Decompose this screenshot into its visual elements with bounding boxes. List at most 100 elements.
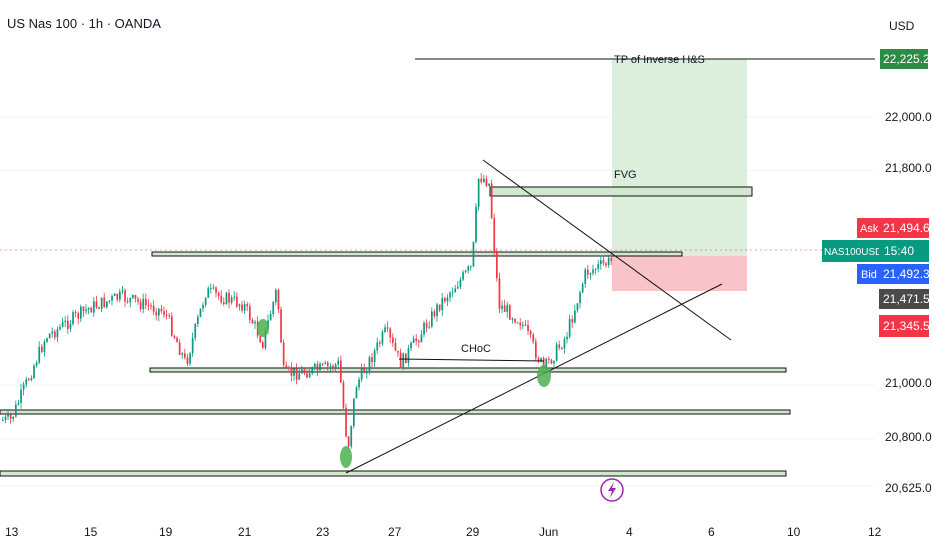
candle-body bbox=[334, 364, 337, 369]
candle-body bbox=[438, 304, 441, 311]
candle-body bbox=[446, 297, 449, 302]
candle-body bbox=[189, 353, 191, 364]
candle-body bbox=[350, 425, 353, 447]
candle-body bbox=[358, 379, 360, 388]
candle-body bbox=[275, 289, 277, 302]
candle-body bbox=[311, 366, 314, 374]
candle-body bbox=[46, 338, 48, 342]
candle-body bbox=[477, 178, 480, 207]
candle-body bbox=[236, 296, 238, 307]
x-tick-label: 15 bbox=[84, 525, 98, 539]
candle-body bbox=[379, 342, 381, 344]
candle-body bbox=[233, 296, 236, 298]
candle-body bbox=[454, 288, 457, 293]
candle-body bbox=[389, 328, 392, 338]
candle-body bbox=[72, 312, 74, 324]
symbol-title[interactable]: US Nas 100 · 1h · OANDA bbox=[7, 16, 161, 31]
ascending-trendline bbox=[345, 283, 723, 474]
candle-body bbox=[264, 328, 267, 348]
candle-body bbox=[540, 358, 542, 362]
x-tick-label: Jun bbox=[539, 525, 558, 539]
ask-price-text: 21,494.6 bbox=[883, 221, 930, 235]
candle-body bbox=[373, 350, 376, 363]
candle-body bbox=[176, 337, 178, 343]
time-axis[interactable]: 13 15 19 21 23 27 29 Jun 4 6 10 12 bbox=[5, 525, 882, 539]
candle-body bbox=[85, 309, 87, 311]
candle-body bbox=[470, 266, 472, 268]
candle-body bbox=[207, 288, 210, 298]
candle-body bbox=[576, 303, 579, 311]
candle-body bbox=[548, 358, 550, 360]
candle-body bbox=[550, 359, 553, 364]
candle-body bbox=[204, 297, 207, 305]
candle-body bbox=[108, 300, 111, 302]
fvg-label: FVG bbox=[614, 169, 637, 181]
candle-body bbox=[142, 298, 145, 310]
candle-body bbox=[524, 324, 527, 326]
candle-body bbox=[566, 336, 568, 340]
candle-body bbox=[431, 311, 433, 327]
descending-trendline bbox=[482, 159, 732, 341]
candle-body bbox=[280, 309, 282, 343]
candle-body bbox=[506, 305, 509, 312]
candle-body bbox=[355, 387, 358, 399]
candle-body bbox=[425, 322, 428, 328]
ask-label: Ask bbox=[860, 223, 879, 235]
candle-body bbox=[20, 389, 22, 403]
candle-body bbox=[113, 293, 116, 297]
candle-body bbox=[100, 297, 103, 309]
candle-body bbox=[277, 289, 280, 310]
tp-price-text: 22,225.2 bbox=[883, 52, 930, 66]
candle-body bbox=[519, 322, 522, 326]
candle-body bbox=[553, 360, 555, 364]
x-tick-label: 21 bbox=[238, 525, 252, 539]
candle-body bbox=[251, 320, 254, 324]
candle-body bbox=[295, 368, 298, 380]
support-zone-1 bbox=[149, 367, 787, 373]
tp-label: TP of Inverse H&S bbox=[614, 54, 705, 66]
candle-body bbox=[41, 346, 43, 352]
candle-body bbox=[147, 305, 150, 307]
candle-body bbox=[80, 306, 82, 319]
candle-body bbox=[529, 330, 532, 335]
x-tick-label: 4 bbox=[626, 525, 633, 539]
candle-body bbox=[558, 344, 561, 348]
candle-body bbox=[160, 308, 163, 312]
candle-body bbox=[563, 339, 566, 349]
candle-body bbox=[360, 368, 363, 380]
candle-body bbox=[186, 357, 189, 364]
lightning-icon[interactable] bbox=[600, 478, 624, 502]
support-zone-2 bbox=[0, 409, 791, 415]
candle-body bbox=[407, 348, 410, 364]
candle-body bbox=[368, 357, 371, 373]
candle-body bbox=[15, 404, 17, 417]
ask-price-badge bbox=[879, 218, 929, 238]
candle-body bbox=[449, 292, 451, 298]
candle-body bbox=[152, 305, 155, 312]
candle-body bbox=[38, 346, 41, 363]
ask-tag bbox=[857, 218, 879, 238]
candle-body bbox=[415, 338, 418, 341]
candle-body bbox=[215, 287, 217, 293]
candle-body bbox=[129, 297, 132, 303]
candle-body bbox=[111, 296, 113, 301]
x-tick-label: 19 bbox=[159, 525, 173, 539]
candle-body bbox=[308, 373, 311, 378]
candle-body bbox=[337, 360, 340, 365]
candle-body bbox=[9, 414, 12, 419]
candle-body bbox=[98, 307, 100, 309]
candle-body bbox=[230, 297, 233, 303]
swing-dot bbox=[257, 319, 269, 337]
price-axis[interactable]: USD 22,000.0 21,800.0 21,000.0 20,800.0 … bbox=[822, 0, 932, 550]
candle-body bbox=[145, 298, 147, 306]
choc-line bbox=[398, 358, 545, 362]
candle-body bbox=[223, 302, 225, 304]
candle-body bbox=[134, 294, 137, 299]
x-tick-label: 13 bbox=[5, 525, 19, 539]
candle-body bbox=[165, 314, 168, 316]
candle-body bbox=[272, 301, 275, 315]
candle-body bbox=[329, 365, 332, 367]
candle-body bbox=[600, 260, 602, 265]
candle-body bbox=[345, 407, 347, 437]
